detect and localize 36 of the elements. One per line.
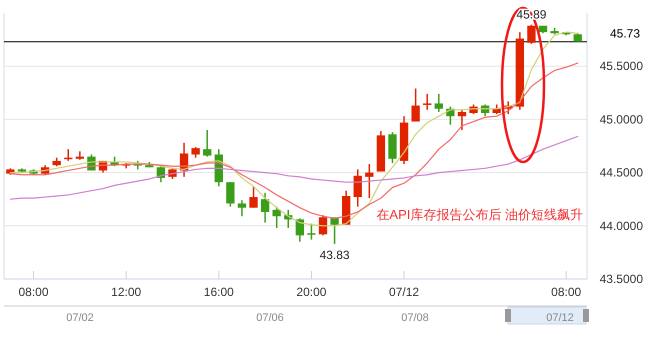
text: 07/06 — [256, 312, 284, 324]
y-tick-label: 43.5000 — [600, 272, 644, 286]
x-tick-label: 08:00 — [551, 285, 582, 299]
candlestick — [191, 146, 200, 158]
candlestick — [365, 163, 374, 199]
candlestick — [307, 222, 316, 240]
y-tick-label: 45.0000 — [600, 112, 644, 126]
x-tick-label: 08:00 — [18, 285, 49, 299]
candlestick — [527, 24, 536, 45]
x-tick-label: 16:00 — [204, 285, 234, 299]
x-tick-label: 20:00 — [296, 285, 327, 299]
candlestick — [458, 109, 466, 131]
annotation: 在API库存报告公布后 油价短线飙升 — [376, 207, 583, 222]
candlestick — [249, 186, 258, 208]
candlestick — [411, 88, 420, 122]
x-tick-label: 12:00 — [111, 285, 142, 299]
candlestick — [260, 192, 270, 224]
text: 07/08 — [401, 312, 429, 324]
line-series — [10, 136, 578, 200]
text: 07/02 — [66, 312, 94, 324]
candlestick — [434, 93, 443, 113]
x-tick-label: 07/12 — [389, 285, 420, 299]
candlestick — [64, 148, 72, 162]
candlestick — [423, 93, 432, 111]
text: 07/12 — [546, 312, 574, 324]
candlestick — [272, 206, 281, 229]
candlestick — [226, 181, 235, 208]
candlestick — [203, 129, 212, 158]
annotation: 43.83 — [320, 248, 350, 262]
y-tick-label: 44.0000 — [600, 218, 644, 233]
y-tick-label: 44.5000 — [600, 166, 644, 180]
candlestick — [354, 168, 362, 208]
candlestick — [238, 200, 246, 217]
y-tick-label: 45.5000 — [600, 59, 644, 74]
candlestick — [296, 218, 304, 243]
ref-line-label: 45.73 — [610, 26, 640, 41]
